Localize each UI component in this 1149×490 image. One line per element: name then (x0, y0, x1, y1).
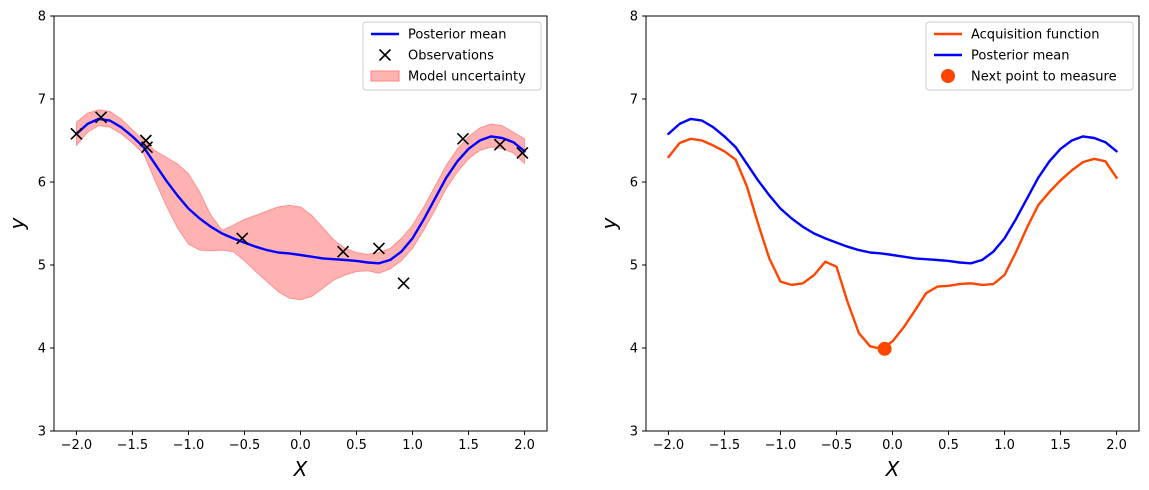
y-tick-label: 6 (630, 176, 638, 191)
legend-label: Observations (408, 49, 494, 64)
legend-marker-swatch (378, 48, 392, 62)
x-axis-label: X (293, 457, 309, 481)
uncertainty-band (75, 109, 526, 301)
posterior-mean-line (667, 117, 1118, 265)
observation-point (94, 111, 108, 124)
x-tick-label: 0.0 (882, 438, 903, 453)
next-point-marker (877, 341, 892, 356)
y-axis-label: y (5, 216, 29, 230)
observation-point (337, 245, 350, 258)
posterior-mean-line (75, 117, 526, 265)
x-tick-label: 0.5 (346, 438, 367, 453)
x-tick-label: 0.0 (290, 438, 311, 453)
observation-point (372, 242, 385, 255)
left-chart-panel: −2.0 −1.5 −1.0 −0.5 0.0 0.5 1.0 1.5 2.0 3 4 5 6 7 8 Xy P… (5, 10, 548, 481)
y-tick-label: 4 (38, 342, 46, 357)
legend: Acquisition function Posterior mean Next p… (925, 21, 1134, 91)
x-tick-label: −1.0 (765, 438, 797, 453)
y-tick-label: 6 (38, 176, 46, 191)
y-tick-label: 5 (630, 259, 638, 274)
x-tick-label: −0.5 (229, 438, 261, 453)
observation-point (456, 132, 470, 145)
x-tick-label: −1.5 (709, 438, 741, 453)
x-tick-label: −1.5 (117, 438, 149, 453)
legend-label: Model uncertainty (408, 70, 526, 85)
x-tick-label: −2.0 (61, 438, 93, 453)
y-axis-label: y (597, 216, 621, 230)
y-tick-label: 8 (38, 10, 46, 25)
legend-dot-swatch (941, 69, 955, 83)
acquisition-function-line (667, 137, 1118, 350)
x-tick-label: −1.0 (173, 438, 205, 453)
x-tick-label: 0.5 (938, 438, 959, 453)
legend-box (925, 21, 1134, 91)
observation-point (397, 277, 410, 290)
y-tick-label: 3 (630, 425, 638, 440)
legend-patch-swatch (370, 70, 400, 82)
x-tick-label: 1.5 (458, 438, 479, 453)
y-tick-label: 3 (38, 425, 46, 440)
y-tick-label: 7 (630, 93, 638, 108)
observation-point (236, 232, 249, 245)
x-axis-label: X (885, 457, 901, 481)
x-tick-label: 2.0 (1106, 438, 1127, 453)
legend-label: Posterior mean (971, 49, 1069, 64)
y-tick-label: 7 (38, 93, 46, 108)
x-tick-label: 2.0 (514, 438, 535, 453)
y-tick-label: 5 (38, 259, 46, 274)
legend: Posterior mean Observations Model uncertai… (362, 21, 542, 91)
legend-label: Acquisition function (971, 28, 1099, 43)
x-tick-label: 1.0 (402, 438, 423, 453)
observation-point (493, 138, 507, 151)
observation-point (140, 141, 154, 154)
x-tick-label: −0.5 (821, 438, 853, 453)
legend-label: Posterior mean (408, 28, 506, 43)
legend-box (362, 21, 542, 91)
y-tick-label: 8 (630, 10, 638, 25)
x-tick-label: 1.0 (994, 438, 1015, 453)
legend-label: Next point to measure (971, 70, 1117, 85)
right-chart-panel: −2.0 −1.5 −1.0 −0.5 0.0 0.5 1.0 1.5 2.0 3 4 5 6 7 8 Xy A… (597, 10, 1140, 481)
x-tick-label: −2.0 (653, 438, 685, 453)
x-tick-label: 1.5 (1050, 438, 1071, 453)
y-tick-label: 4 (630, 342, 638, 357)
observation-point (516, 146, 529, 160)
observation-point (70, 127, 83, 140)
